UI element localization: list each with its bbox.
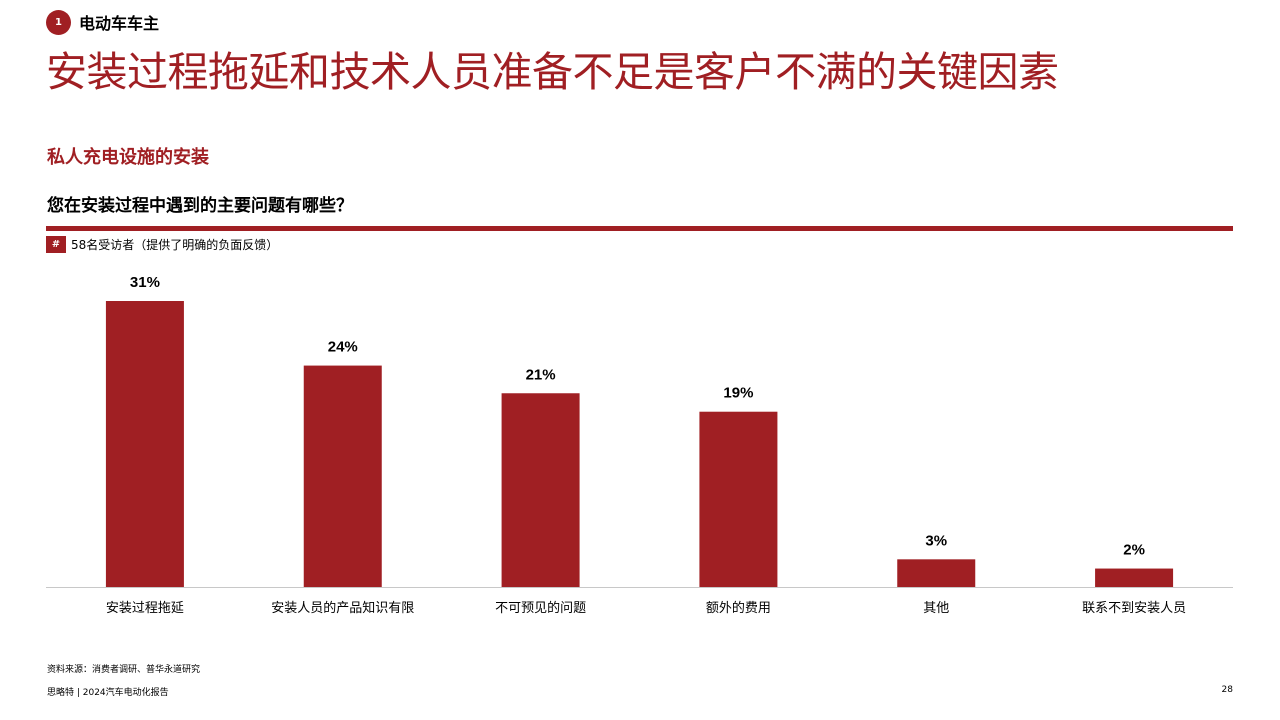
bar <box>1095 568 1174 587</box>
subtitle: 私人充电设施的安装 <box>47 147 209 168</box>
category-label: 其他 <box>923 601 949 616</box>
survey-question: 您在安装过程中遇到的主要问题有哪些？ <box>47 196 353 216</box>
bar-value-label: 21% <box>526 366 556 383</box>
bar <box>897 559 976 587</box>
bar <box>699 411 778 587</box>
category-label: 安装过程拖延 <box>106 601 184 616</box>
source-note: 资料来源：消费者调研、普华永道研究 <box>47 665 201 675</box>
section-label: 电动车车主 <box>79 14 160 33</box>
bars-group <box>105 301 1174 587</box>
category-label: 联系不到安装人员 <box>1082 601 1186 616</box>
bar-value-label: 24% <box>328 339 358 356</box>
divider-rule <box>46 226 1233 231</box>
bar-value-label: 3% <box>925 532 947 549</box>
page-title: 安装过程拖延和技术人员准备不足是客户不满的关键因素 <box>46 48 1059 96</box>
bar <box>303 365 382 587</box>
bar-value-label: 19% <box>723 385 753 402</box>
bar-value-label: 2% <box>1123 542 1145 559</box>
respondents-text: 58名受访者（提供了明确的负面反馈） <box>71 238 279 252</box>
bar-value-label: 31% <box>130 274 160 291</box>
section-tag: 1 电动车车主 <box>46 9 159 35</box>
category-label: 额外的费用 <box>706 600 771 616</box>
category-label: 不可预见的问题 <box>495 600 586 616</box>
bar <box>501 393 580 587</box>
value-labels-group: 31% 24% 21% 19% 3% 2% <box>130 274 1145 559</box>
section-number-badge: 1 <box>46 9 71 35</box>
category-label: 安装人员的产品知识有限 <box>271 600 414 616</box>
respondents-note: # 58名受访者（提供了明确的负面反馈） <box>46 236 278 253</box>
bar <box>105 301 184 587</box>
category-labels-group: 安装过程拖延 安装人员的产品知识有限 不可预见的问题 额外的费用 其他 联系不到安装人员 <box>106 600 1186 616</box>
footer-text: 思略特 | 2024汽车电动化报告 <box>47 688 169 698</box>
page-number: 28 <box>1221 685 1233 695</box>
hash-icon: # <box>46 236 66 253</box>
